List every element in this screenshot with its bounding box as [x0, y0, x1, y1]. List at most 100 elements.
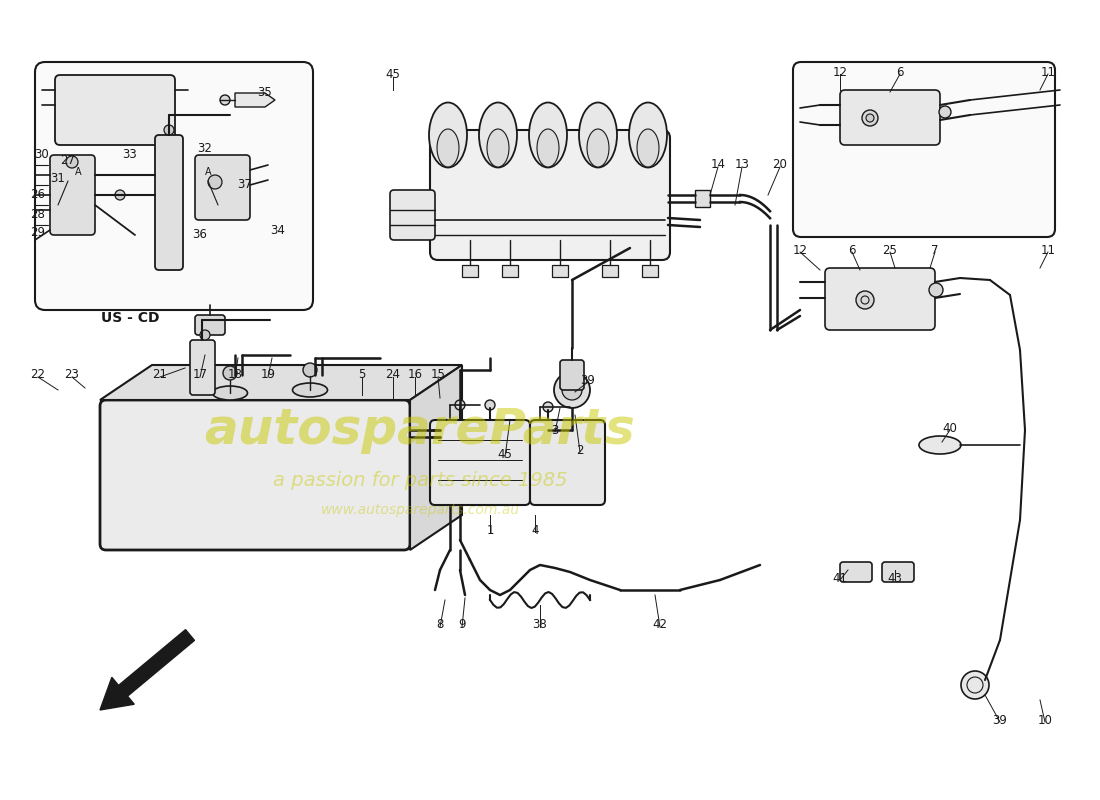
Text: 12: 12 — [792, 243, 807, 257]
Circle shape — [116, 190, 125, 200]
Circle shape — [164, 125, 174, 135]
Text: 45: 45 — [386, 69, 400, 82]
Text: 31: 31 — [51, 171, 65, 185]
Ellipse shape — [529, 102, 566, 167]
Text: 18: 18 — [228, 369, 242, 382]
Text: 45: 45 — [497, 449, 513, 462]
Text: 8: 8 — [437, 618, 443, 631]
Text: 9: 9 — [459, 618, 465, 631]
Polygon shape — [235, 93, 275, 107]
Text: 7: 7 — [932, 243, 938, 257]
Text: 17: 17 — [192, 369, 208, 382]
Text: 43: 43 — [888, 571, 902, 585]
Circle shape — [939, 106, 952, 118]
FancyArrow shape — [100, 630, 195, 710]
FancyBboxPatch shape — [390, 190, 435, 240]
Text: 15: 15 — [430, 369, 446, 382]
Polygon shape — [410, 365, 462, 550]
Ellipse shape — [212, 386, 248, 400]
FancyBboxPatch shape — [882, 562, 914, 582]
Circle shape — [220, 95, 230, 105]
Text: a passion for parts since 1985: a passion for parts since 1985 — [273, 470, 568, 490]
FancyBboxPatch shape — [195, 155, 250, 220]
Ellipse shape — [429, 102, 468, 167]
Text: 2: 2 — [576, 443, 584, 457]
Circle shape — [200, 330, 210, 340]
FancyBboxPatch shape — [50, 155, 95, 235]
Text: www.autospareparts.com.au: www.autospareparts.com.au — [320, 503, 519, 517]
FancyBboxPatch shape — [825, 268, 935, 330]
Text: 29: 29 — [31, 226, 45, 238]
Text: 3: 3 — [551, 423, 559, 437]
Ellipse shape — [437, 129, 459, 167]
Text: 12: 12 — [833, 66, 847, 78]
Circle shape — [562, 380, 582, 400]
Text: 30: 30 — [34, 149, 50, 162]
Ellipse shape — [487, 129, 509, 167]
Text: 6: 6 — [848, 243, 856, 257]
FancyBboxPatch shape — [840, 90, 940, 145]
FancyBboxPatch shape — [793, 62, 1055, 237]
FancyBboxPatch shape — [55, 75, 175, 145]
Text: 41: 41 — [833, 571, 847, 585]
Text: 25: 25 — [882, 243, 898, 257]
Circle shape — [862, 110, 878, 126]
Bar — [642, 265, 658, 277]
Circle shape — [554, 372, 590, 408]
Text: 36: 36 — [192, 229, 208, 242]
Ellipse shape — [478, 102, 517, 167]
Circle shape — [485, 400, 495, 410]
FancyBboxPatch shape — [100, 400, 410, 550]
Circle shape — [856, 291, 875, 309]
Text: 35: 35 — [257, 86, 273, 99]
Ellipse shape — [293, 383, 328, 397]
Circle shape — [208, 175, 222, 189]
Text: 37: 37 — [238, 178, 252, 191]
Text: 19: 19 — [261, 369, 275, 382]
Text: 11: 11 — [1041, 243, 1056, 257]
Text: 11: 11 — [1041, 66, 1056, 78]
FancyBboxPatch shape — [840, 562, 872, 582]
FancyBboxPatch shape — [35, 62, 314, 310]
Text: 32: 32 — [198, 142, 212, 154]
Circle shape — [543, 402, 553, 412]
Text: 26: 26 — [31, 189, 45, 202]
Text: 28: 28 — [31, 209, 45, 222]
Ellipse shape — [637, 129, 659, 167]
Circle shape — [66, 156, 78, 168]
Text: 10: 10 — [1037, 714, 1053, 726]
Text: 14: 14 — [711, 158, 726, 171]
Circle shape — [223, 366, 236, 380]
Ellipse shape — [918, 436, 961, 454]
Text: 22: 22 — [31, 369, 45, 382]
Bar — [602, 265, 618, 277]
Ellipse shape — [587, 129, 609, 167]
Circle shape — [302, 363, 317, 377]
FancyBboxPatch shape — [430, 420, 530, 505]
FancyBboxPatch shape — [190, 340, 214, 395]
Circle shape — [961, 671, 989, 699]
Text: 27: 27 — [60, 154, 76, 166]
Text: 16: 16 — [407, 369, 422, 382]
Text: 5: 5 — [359, 369, 365, 382]
Text: autospareParts: autospareParts — [205, 406, 636, 454]
FancyBboxPatch shape — [195, 315, 226, 335]
Text: 24: 24 — [385, 369, 400, 382]
Text: US - CD: US - CD — [101, 311, 160, 325]
FancyBboxPatch shape — [560, 360, 584, 390]
Ellipse shape — [537, 129, 559, 167]
FancyBboxPatch shape — [155, 135, 183, 270]
Text: 4: 4 — [531, 523, 539, 537]
Text: 42: 42 — [652, 618, 668, 631]
Text: 1: 1 — [486, 523, 494, 537]
Ellipse shape — [579, 102, 617, 167]
Bar — [462, 265, 478, 277]
Text: 39: 39 — [992, 714, 1008, 726]
Text: 13: 13 — [735, 158, 749, 171]
Polygon shape — [100, 365, 462, 400]
Circle shape — [866, 114, 874, 122]
Text: A: A — [75, 167, 81, 177]
Text: A: A — [205, 167, 211, 177]
Text: 38: 38 — [532, 618, 548, 631]
Text: 6: 6 — [896, 66, 904, 78]
